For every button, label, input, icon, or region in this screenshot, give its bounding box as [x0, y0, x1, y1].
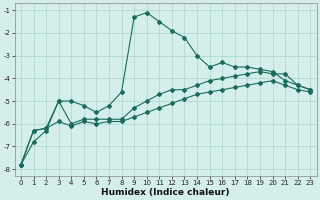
X-axis label: Humidex (Indice chaleur): Humidex (Indice chaleur) — [101, 188, 230, 197]
